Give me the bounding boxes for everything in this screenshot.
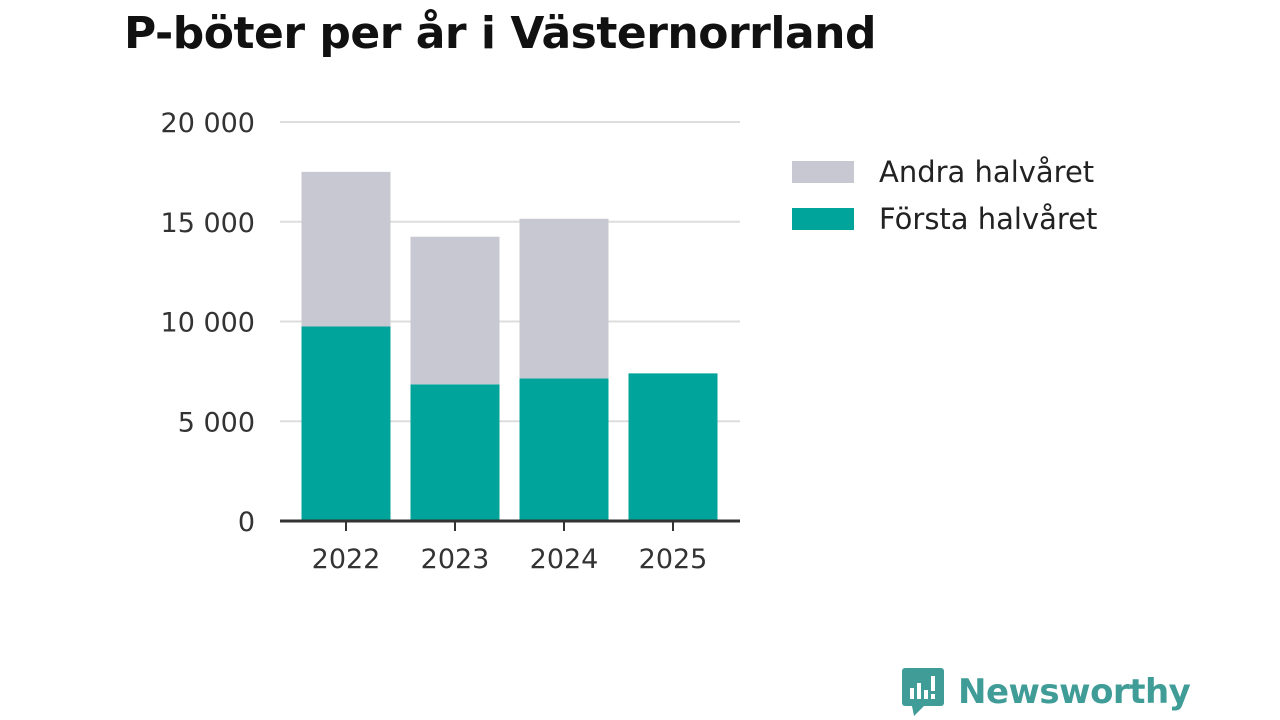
x-tick-label: 2022 xyxy=(312,544,381,575)
brand-name: Newsworthy xyxy=(958,672,1191,712)
legend-item-forsta: Första halvåret xyxy=(792,195,1097,242)
bar-forsta-2023 xyxy=(410,384,500,521)
y-tick-label: 10 000 xyxy=(161,308,255,339)
legend: Andra halvåret Första halvåret xyxy=(792,148,1097,242)
legend-item-andra: Andra halvåret xyxy=(792,148,1097,195)
y-tick-label: 5 000 xyxy=(178,407,255,438)
legend-label-forsta: Första halvåret xyxy=(879,201,1098,236)
legend-swatch-forsta xyxy=(792,207,854,230)
chart-title: P-böter per år i Västernorrland xyxy=(124,8,876,59)
bar-andra-2023 xyxy=(410,236,500,385)
x-tick-label: 2023 xyxy=(421,544,490,575)
x-tick-label: 2024 xyxy=(530,544,599,575)
newsworthy-brand: Newsworthy xyxy=(902,668,1191,716)
y-tick-label: 15 000 xyxy=(161,208,255,239)
axes: 0 5 000 10 000 15 000 20 000 2022 2023 2024 2025 xyxy=(161,108,740,575)
bar-andra-2022 xyxy=(301,171,391,327)
newsworthy-logo-icon xyxy=(902,668,944,716)
legend-swatch-andra xyxy=(792,160,854,183)
bar-forsta-2025 xyxy=(628,373,718,521)
legend-label-andra: Andra halvåret xyxy=(879,154,1095,189)
bar-forsta-2022 xyxy=(301,326,391,521)
x-tick-label: 2025 xyxy=(639,544,708,575)
bar-forsta-2024 xyxy=(519,378,609,521)
bar-andra-2024 xyxy=(519,218,609,379)
bars xyxy=(301,171,718,521)
y-tick-label: 0 xyxy=(238,507,255,538)
y-tick-label: 20 000 xyxy=(161,108,255,139)
bar-chart: 0 5 000 10 000 15 000 20 000 2022 2023 2024 2025 xyxy=(161,108,740,575)
